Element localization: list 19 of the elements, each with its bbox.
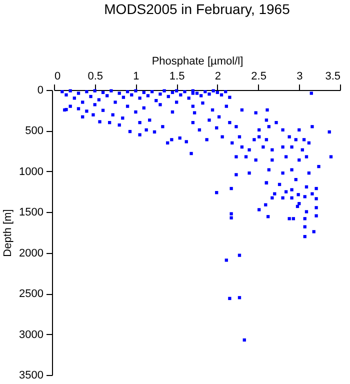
- y-tick-label: 3500: [19, 370, 44, 382]
- y-axis-title: Depth [m]: [2, 209, 14, 257]
- x-tick-label: 2.5: [251, 70, 266, 82]
- x-tick-label: 3: [296, 70, 303, 82]
- x-tick-label: 1.5: [169, 70, 185, 82]
- y-tick-label: 1500: [19, 206, 44, 219]
- chart-title: MODS2005 in February, 1965: [104, 1, 290, 17]
- y-tick-label: 1000: [19, 166, 44, 178]
- x-tick-label: 0.5: [88, 70, 104, 82]
- y-tick-label: 0: [37, 84, 44, 96]
- x-tick-label: 3.5: [325, 70, 340, 82]
- y-tick-label: 2000: [19, 247, 44, 260]
- x-axis-title: Phosphate [µmol/l]: [152, 56, 244, 68]
- x-tick-label: 2: [214, 70, 221, 82]
- y-tick-label: 3000: [19, 328, 44, 341]
- x-tick-label: 1: [133, 70, 140, 82]
- x-tick-label: 0: [54, 70, 61, 82]
- y-tick-label: 500: [25, 125, 44, 138]
- y-tick-label: 2500: [19, 288, 44, 300]
